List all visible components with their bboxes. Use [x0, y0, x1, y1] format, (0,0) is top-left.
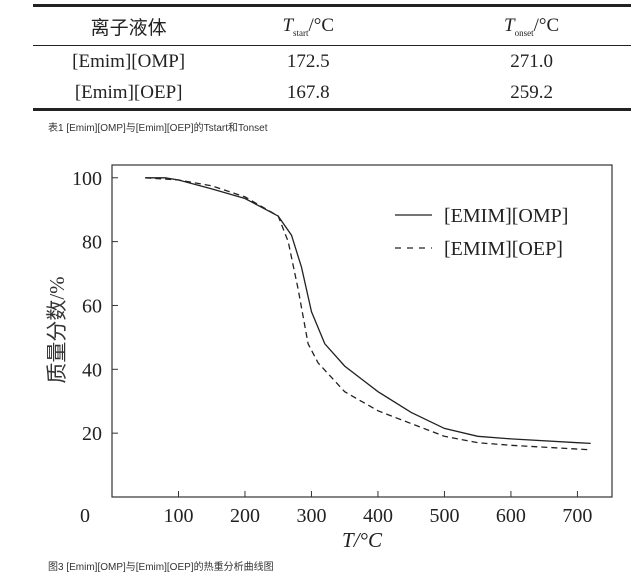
y-tick-label: 20 — [82, 423, 102, 445]
header-ionic-liquid: 离子液体 — [90, 17, 167, 39]
cell: [Emim][OEP] — [74, 81, 183, 103]
table-caption: 表1 [Emim][OMP]与[Emim][OEP]的Tstart和Tonset — [48, 123, 268, 134]
cell: 167.8 — [286, 81, 330, 103]
plot-frame — [111, 164, 613, 498]
x-tick-label: 300 — [296, 505, 326, 527]
y-axis-label: 质量分数/% — [45, 276, 69, 383]
table-header: 离子液体 Tstart/°C Tonset/°C — [33, 7, 631, 46]
x-axis-label: T/°C — [342, 528, 383, 552]
x-tick-label: 100 — [163, 505, 193, 527]
y-tick-label: 100 — [72, 168, 102, 190]
legend-label: [EMIM][OEP] — [444, 238, 563, 260]
header-tonset: Tonset/°C — [504, 14, 560, 38]
x-tick-label: 400 — [363, 505, 393, 527]
cell: 271.0 — [510, 50, 553, 72]
legend-label: [EMIM][OMP] — [444, 205, 568, 227]
x-tick-label: 500 — [429, 505, 459, 527]
y-tick-label: 40 — [82, 359, 102, 381]
cell: 259.2 — [510, 81, 553, 103]
x-tick-label: 600 — [496, 505, 526, 527]
table-row: [Emim][OEP] 167.8 259.2 — [33, 77, 631, 108]
figure-caption: 图3 [Emim][OMP]与[Emim][OEP]的热重分析曲线图 — [48, 562, 274, 573]
y-tick-label: 60 — [82, 295, 102, 317]
cell: [Emim][OMP] — [72, 50, 186, 72]
header-tstart: Tstart/°C — [282, 14, 335, 38]
y-tick-label: 80 — [82, 232, 102, 254]
series-line-0 — [145, 177, 591, 445]
series-line-1 — [145, 177, 591, 451]
cell: 172.5 — [286, 50, 330, 72]
x-tick-label: 200 — [230, 505, 260, 527]
table-row: [Emim][OMP] 172.5 271.0 — [33, 46, 631, 77]
data-table: 离子液体 Tstart/°C Tonset/°C [Emim][OMP] 172… — [33, 4, 631, 111]
x-tick-label: 700 — [562, 505, 592, 527]
x-tick-label: 0 — [80, 505, 90, 527]
